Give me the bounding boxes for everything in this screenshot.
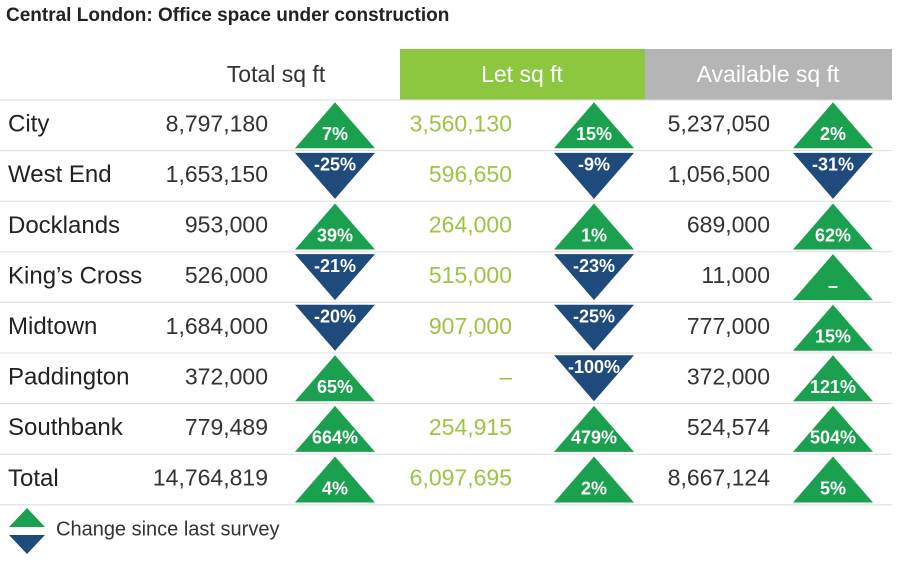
legend-up [9, 508, 45, 527]
change-label: 7% [322, 124, 348, 144]
cell-value: 526,000 [185, 262, 268, 288]
change-label: 4% [322, 478, 348, 498]
cell-value: 689,000 [687, 212, 770, 238]
cell-value: 596,650 [429, 161, 512, 187]
change-triangle [295, 102, 375, 149]
cell-value: 6,097,695 [410, 465, 512, 491]
change-triangle [793, 102, 873, 149]
change-label: -100% [568, 357, 620, 377]
cell-value: 777,000 [687, 313, 770, 339]
change-triangle [554, 304, 634, 351]
change-triangle [793, 203, 873, 250]
change-label: 65% [317, 377, 353, 397]
row-label: King’s Cross [8, 262, 142, 289]
change-triangle [554, 102, 634, 149]
cell-value: 264,000 [429, 212, 512, 238]
cell-value: 8,797,180 [166, 110, 268, 136]
row-label: West End [8, 161, 112, 188]
cell-value: 11,000 [701, 262, 770, 288]
change-label: -25% [314, 155, 356, 175]
change-label: 2% [820, 124, 846, 144]
change-label: 62% [815, 225, 851, 245]
change-label: -9% [578, 155, 610, 175]
change-triangle [793, 254, 873, 301]
change-label: 479% [571, 428, 617, 448]
row-label: City [8, 111, 49, 138]
cell-value: – [499, 363, 512, 389]
change-triangle [793, 405, 873, 452]
row-label: Southbank [8, 414, 124, 441]
change-triangle [793, 355, 873, 402]
change-label: -25% [573, 306, 615, 326]
change-label: 664% [312, 428, 358, 448]
change-triangle [554, 254, 634, 301]
change-triangle [295, 203, 375, 250]
cell-value: 372,000 [687, 363, 770, 389]
legend-down [9, 535, 45, 554]
change-triangle [554, 152, 634, 199]
column-header: Total sq ft [227, 61, 326, 87]
cell-value: 1,653,150 [166, 161, 268, 187]
cell-value: 1,056,500 [668, 161, 770, 187]
change-triangle [295, 405, 375, 452]
change-label: 1% [581, 225, 607, 245]
change-triangle [295, 254, 375, 301]
available-header-bg [645, 49, 892, 100]
cell-value: 372,000 [185, 363, 268, 389]
legend-text: Change since last survey [56, 518, 279, 540]
change-label: -31% [812, 155, 854, 175]
column-header: Let sq ft [481, 61, 563, 87]
row-label: Total [8, 465, 59, 492]
change-triangle [295, 152, 375, 199]
change-label: -23% [573, 256, 615, 276]
cell-value: 5,237,050 [668, 110, 770, 136]
change-triangle [295, 355, 375, 402]
cell-value: 907,000 [429, 313, 512, 339]
change-triangle [793, 152, 873, 199]
cell-value: 779,489 [185, 414, 268, 440]
change-label: -21% [314, 256, 356, 276]
column-header: Available sq ft [697, 61, 840, 87]
cell-value: 3,560,130 [410, 110, 512, 136]
change-label: – [828, 276, 838, 296]
cell-value: 14,764,819 [153, 465, 268, 491]
change-label: 504% [810, 428, 856, 448]
change-label: 15% [576, 124, 612, 144]
change-triangle [554, 203, 634, 250]
row-label: Docklands [8, 212, 120, 239]
title: Central London: Office space under const… [6, 5, 449, 26]
change-label: 121% [810, 377, 856, 397]
change-triangle [554, 456, 634, 503]
cell-value: 515,000 [429, 262, 512, 288]
cell-value: 254,915 [429, 414, 512, 440]
change-triangle [793, 456, 873, 503]
change-label: 39% [317, 225, 353, 245]
change-label: 15% [815, 326, 851, 346]
cell-value: 8,667,124 [668, 465, 771, 491]
row-label: Paddington [8, 364, 129, 391]
change-label: 2% [581, 478, 607, 498]
let-header-bg [400, 49, 645, 100]
change-label: 5% [820, 478, 846, 498]
change-triangle [295, 456, 375, 503]
cell-value: 953,000 [185, 212, 268, 238]
row-label: Midtown [8, 313, 97, 340]
cell-value: 1,684,000 [166, 313, 268, 339]
change-triangle [554, 405, 634, 452]
change-triangle [554, 355, 634, 402]
change-triangle [295, 304, 375, 351]
cell-value: 524,574 [687, 414, 770, 440]
change-triangle [793, 304, 873, 351]
change-label: -20% [314, 306, 356, 326]
